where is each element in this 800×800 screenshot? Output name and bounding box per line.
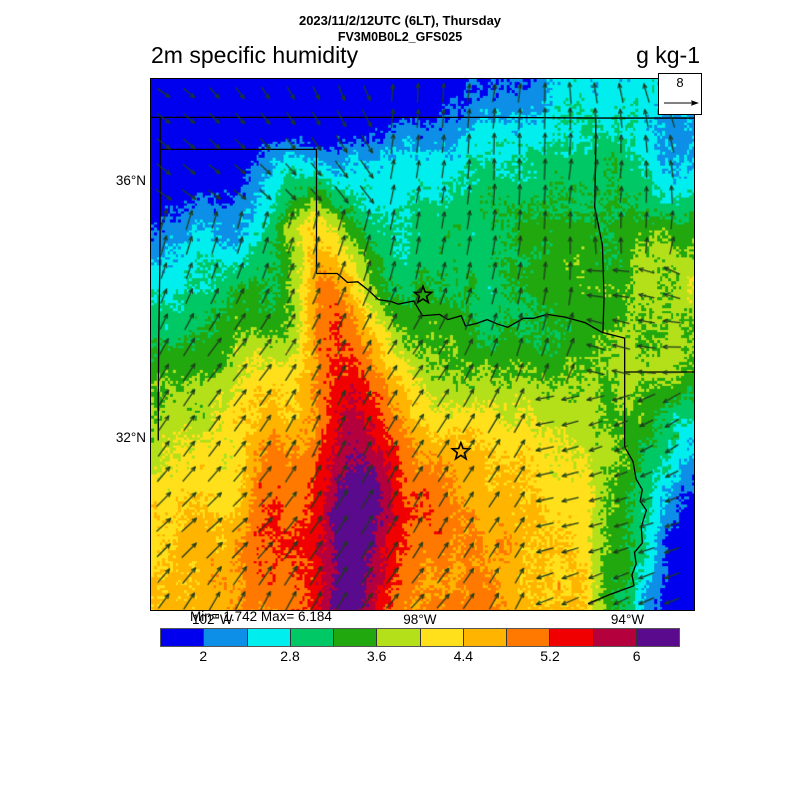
lat-tick-32n: 32°N — [115, 429, 146, 445]
colorbar-segment-10 — [593, 629, 637, 646]
minmax-stats: Min= 1.742 Max= 6.184 — [190, 609, 332, 624]
wind-vector-overlay — [151, 79, 694, 610]
colorbar-segments — [160, 628, 680, 647]
colorbar-segment-0 — [161, 629, 205, 646]
right-arrow-icon — [664, 100, 699, 106]
colorbar-segment-5 — [377, 629, 421, 646]
colorbar-tick-3.6: 3.6 — [366, 648, 387, 664]
colorbar-segment-1 — [204, 629, 248, 646]
header-model-id: FV3M0B0L2_GFS025 — [337, 30, 463, 44]
header-datetime: 2023/11/2/12UTC (6LT), Thursday — [298, 13, 502, 28]
units-label: g kg-1 — [636, 42, 700, 68]
lon-tick-98w: 98°W — [403, 612, 437, 627]
colorbar-segment-6 — [420, 629, 464, 646]
colorbar-tick-5.2: 5.2 — [540, 648, 560, 664]
colorbar-segment-8 — [507, 629, 551, 646]
map-plot-area — [150, 78, 695, 611]
colorbar-segment-4 — [334, 629, 378, 646]
vector-key-value: 8 — [676, 75, 684, 90]
colorbar — [160, 628, 680, 647]
colorbar-segment-11 — [636, 629, 679, 646]
colorbar-tick-2: 2 — [199, 648, 208, 664]
colorbar-segment-9 — [550, 629, 594, 646]
colorbar-segment-3 — [290, 629, 334, 646]
colorbar-segment-7 — [463, 629, 507, 646]
vector-scale-key: 8 — [658, 73, 702, 115]
page-title: 2m specific humidity — [151, 42, 359, 68]
colorbar-segment-2 — [247, 629, 291, 646]
lat-tick-36n: 36°N — [115, 172, 146, 188]
lon-tick-102w: 102°W — [191, 612, 233, 627]
colorbar-tick-6: 6 — [632, 648, 641, 664]
lon-tick-94w: 94°W — [610, 612, 645, 627]
colorbar-tick-4.4: 4.4 — [453, 648, 474, 664]
colorbar-tick-2.8: 2.8 — [280, 648, 300, 664]
colorbar-tick-labels: 2 2.8 3.6 4.4 5.2 6 — [160, 648, 680, 668]
